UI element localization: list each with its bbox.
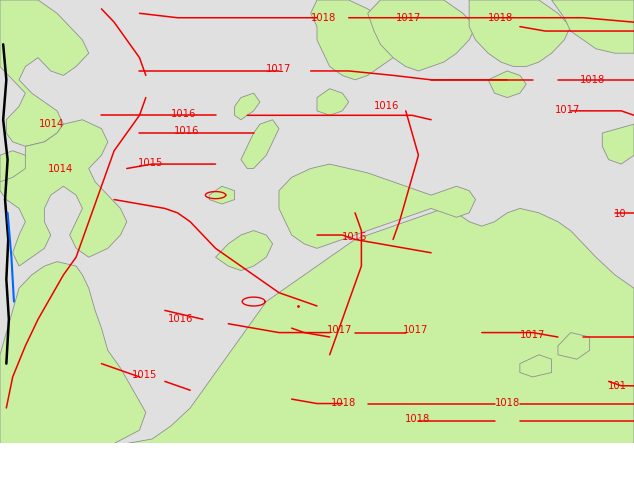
Polygon shape [0,262,146,443]
Polygon shape [368,0,476,71]
Text: 101: 101 [608,381,627,391]
Text: 1015: 1015 [132,370,157,380]
Text: 1017: 1017 [396,13,422,23]
Text: 1016: 1016 [342,232,368,242]
Text: 1018: 1018 [311,13,336,23]
Polygon shape [558,333,590,359]
Text: 1016: 1016 [174,126,200,136]
Text: 1018: 1018 [331,398,356,408]
Text: 1015: 1015 [138,158,164,168]
Polygon shape [235,93,260,120]
Text: 1016: 1016 [168,314,193,324]
Text: 1014: 1014 [48,164,73,173]
Polygon shape [602,124,634,164]
Text: 1017: 1017 [403,325,428,335]
Text: 1018: 1018 [495,398,520,408]
Text: 1016: 1016 [171,109,197,120]
Text: Sa 25-05-2024 18:00 UTC (06+36): Sa 25-05-2024 18:00 UTC (06+36) [388,451,628,466]
Polygon shape [241,120,279,169]
Polygon shape [469,0,571,67]
Text: 1017: 1017 [520,330,545,340]
Text: 1014: 1014 [39,119,65,129]
Polygon shape [520,355,552,377]
Polygon shape [0,151,32,191]
Text: 1017: 1017 [266,64,292,74]
Polygon shape [279,164,476,248]
Text: 1018: 1018 [488,13,514,23]
Text: 1018: 1018 [404,414,430,424]
Text: 10: 10 [614,209,626,219]
Polygon shape [0,120,127,266]
Polygon shape [209,186,235,204]
Text: ©weatheronline.co.uk: ©weatheronline.co.uk [496,473,628,486]
Polygon shape [311,0,399,80]
Polygon shape [0,0,89,147]
Text: Surface pressure [hPa] ECMWF: Surface pressure [hPa] ECMWF [6,454,221,468]
Text: 1017: 1017 [555,105,580,115]
Polygon shape [488,71,526,98]
Polygon shape [552,0,634,53]
Polygon shape [216,231,273,270]
Polygon shape [127,208,634,443]
Text: 1016: 1016 [374,101,399,111]
Text: 1017: 1017 [327,325,352,335]
Polygon shape [317,89,349,115]
Text: 1018: 1018 [580,75,605,85]
